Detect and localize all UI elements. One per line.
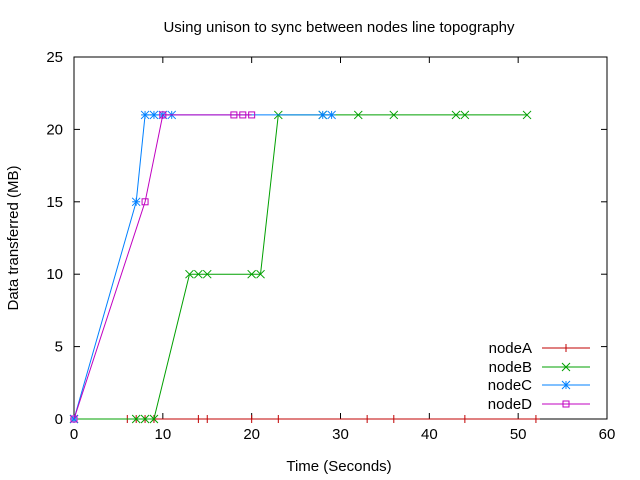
data-point-nodeA	[460, 415, 469, 423]
y-tick-label: 25	[46, 49, 63, 66]
data-point-nodeB	[460, 110, 470, 120]
data-point-nodeB	[149, 414, 159, 424]
y-tick-label: 20	[46, 121, 63, 138]
y-axis-label: Data transferred (MB)	[5, 165, 22, 310]
data-point-nodeB	[451, 110, 461, 120]
data-point-nodeA	[363, 415, 372, 423]
data-point-nodeB	[247, 269, 257, 279]
legend-marker-nodeA	[562, 344, 570, 352]
data-point-nodeD	[141, 198, 149, 206]
series-line-nodeD	[73, 114, 252, 420]
data-point-nodeB	[389, 110, 399, 120]
series-line-nodeC	[73, 114, 332, 420]
data-point-nodeC	[318, 110, 328, 120]
data-point-nodeD	[248, 111, 256, 119]
data-point-nodeA	[531, 415, 540, 423]
data-point-nodeB	[185, 269, 194, 279]
y-tick-label: 15	[46, 194, 63, 211]
data-point-nodeD	[239, 111, 247, 119]
data-point-nodeC	[327, 110, 336, 120]
data-point-nodeA	[194, 415, 203, 423]
data-point-nodeB	[522, 110, 532, 120]
data-point-nodeD	[159, 111, 167, 119]
series-line-nodeB	[74, 114, 527, 420]
data-point-nodeD	[230, 111, 238, 119]
series-nodeC	[69, 110, 336, 424]
data-point-nodeA	[274, 415, 283, 423]
legend-label: nodeD	[488, 396, 532, 413]
x-tick-label: 30	[332, 426, 349, 443]
data-point-nodeB	[202, 269, 212, 279]
data-point-nodeC	[149, 110, 159, 120]
x-tick-label: 40	[421, 426, 438, 443]
x-tick-label: 50	[510, 426, 527, 443]
data-point-nodeB	[256, 269, 265, 279]
legend-entry-nodeA: nodeA	[489, 340, 590, 357]
x-tick-label: 0	[70, 426, 78, 443]
data-point-nodeA	[389, 415, 398, 423]
axis-ticks: 0 10 20 30 40 50 60 0 5 10 15 20 25	[46, 49, 615, 443]
data-point-nodeC	[131, 197, 141, 207]
x-axis-label: Time (Seconds)	[286, 458, 391, 475]
chart-title: Using unison to sync between nodes line …	[163, 19, 515, 36]
data-point-nodeA	[203, 415, 212, 423]
data-point-nodeC	[140, 110, 150, 120]
x-tick-label: 20	[243, 426, 260, 443]
legend-label: nodeB	[489, 359, 532, 376]
data-point-nodeB	[353, 110, 363, 120]
legend-marker-nodeD	[562, 400, 570, 408]
y-tick-label: 10	[46, 266, 63, 283]
data-point-nodeB	[194, 269, 203, 279]
legend-label: nodeC	[488, 377, 532, 394]
y-tick-label: 0	[55, 411, 63, 428]
legend-entry-nodeD: nodeD	[488, 396, 590, 413]
legend-marker-nodeC	[561, 380, 571, 390]
series-nodeD	[70, 111, 256, 423]
data-point-nodeD	[70, 415, 78, 423]
series-nodeB	[69, 110, 532, 424]
series-layer	[69, 110, 540, 424]
legend-marker-nodeB	[561, 362, 571, 372]
legend-entry-nodeB: nodeB	[489, 359, 590, 376]
x-tick-label: 10	[154, 426, 171, 443]
data-point-nodeA	[247, 415, 256, 423]
x-tick-label: 60	[599, 426, 616, 443]
legend-entry-nodeC: nodeC	[488, 377, 590, 394]
data-point-nodeB	[140, 414, 150, 424]
y-tick-label: 5	[55, 339, 63, 356]
data-point-nodeB	[131, 414, 141, 424]
legend-label: nodeA	[489, 340, 532, 357]
